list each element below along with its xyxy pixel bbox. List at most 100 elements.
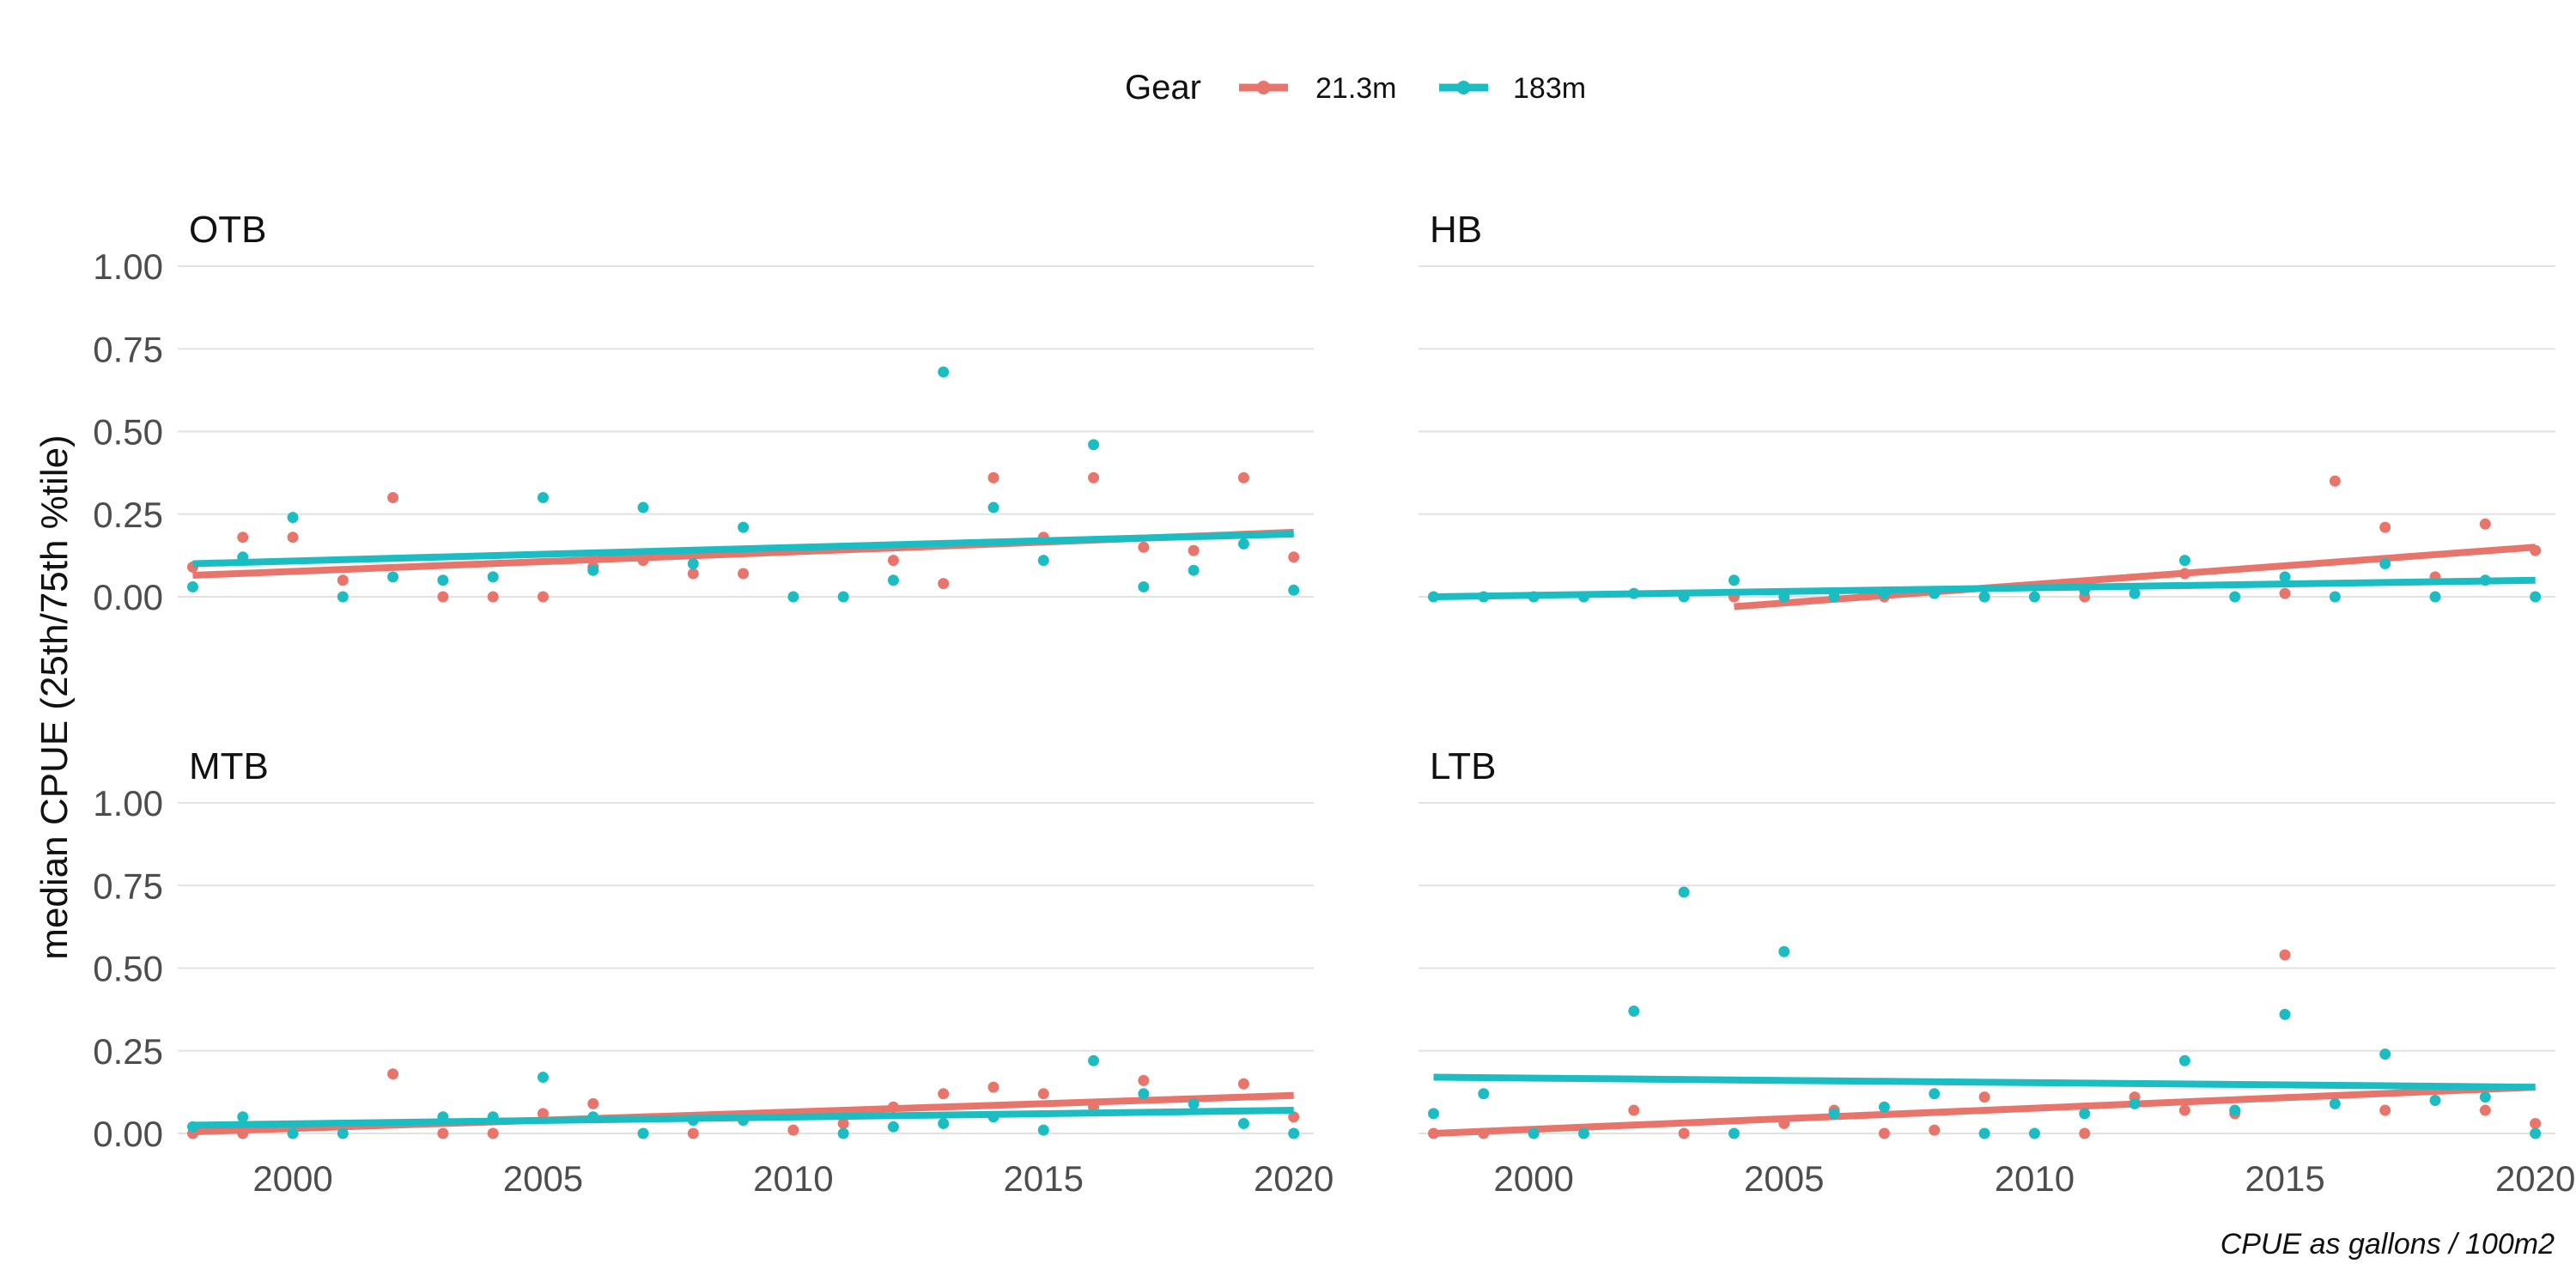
- data-point-183m: [1678, 886, 1690, 898]
- data-point-183m: [1728, 1127, 1740, 1139]
- data-point-21-3m: [887, 555, 899, 567]
- facet-title-ltb: LTB: [1430, 745, 1496, 787]
- data-point-21-3m: [1288, 1111, 1300, 1123]
- data-point-183m: [2129, 587, 2141, 599]
- x-tick-label: 2020: [2495, 1158, 2575, 1199]
- data-point-183m: [186, 580, 198, 592]
- data-point-21-3m: [287, 532, 299, 544]
- data-point-21-3m: [1929, 1124, 1941, 1136]
- trend-line-21-3m: [1734, 544, 2536, 611]
- data-point-183m: [1929, 1088, 1941, 1100]
- data-point-183m: [1088, 439, 1100, 451]
- legend: Gear 21.3m 183m: [1125, 69, 1586, 106]
- data-point-183m: [1088, 1054, 1100, 1066]
- data-point-21-3m: [2379, 1104, 2391, 1116]
- data-point-21-3m: [987, 1081, 999, 1093]
- data-point-21-3m: [1628, 1104, 1640, 1116]
- data-point-183m: [738, 521, 750, 533]
- x-tick-label: 2010: [753, 1158, 833, 1199]
- data-point-183m: [837, 591, 849, 603]
- data-point-183m: [487, 571, 499, 583]
- data-point-183m: [1138, 580, 1150, 592]
- data-point-183m: [2329, 591, 2341, 603]
- data-point-21-3m: [2530, 1117, 2542, 1129]
- data-point-21-3m: [837, 1117, 849, 1129]
- data-point-21-3m: [1237, 471, 1249, 483]
- data-point-21-3m: [2079, 1127, 2091, 1139]
- data-point-183m: [2178, 555, 2190, 567]
- caption: CPUE as gallons / 100m2: [2221, 1228, 2555, 1261]
- data-point-183m: [2530, 591, 2542, 603]
- legend-title: Gear: [1125, 69, 1201, 106]
- data-point-21-3m: [1037, 1088, 1049, 1100]
- data-point-183m: [687, 558, 699, 569]
- data-point-183m: [287, 1127, 299, 1139]
- data-point-21-3m: [587, 1097, 599, 1109]
- y-tick-label: 0.75: [93, 329, 163, 369]
- data-point-183m: [2129, 1097, 2141, 1109]
- data-point-183m: [1037, 1124, 1049, 1136]
- data-point-21-3m: [537, 1108, 549, 1120]
- data-point-21-3m: [437, 591, 449, 603]
- y-axis-label: median CPUE (25th/75th %tile): [33, 434, 76, 959]
- data-point-183m: [887, 574, 899, 586]
- trend-line-183m: [1433, 576, 2536, 600]
- data-point-183m: [2229, 591, 2241, 603]
- data-point-21-3m: [687, 568, 699, 580]
- data-point-183m: [2028, 591, 2040, 603]
- x-tick-label: 2015: [1004, 1158, 1084, 1199]
- x-tick-label: 2000: [1493, 1158, 1573, 1199]
- data-point-21-3m: [938, 1088, 950, 1100]
- data-point-21-3m: [487, 1127, 499, 1139]
- data-point-183m: [237, 1111, 249, 1123]
- data-point-183m: [787, 591, 799, 603]
- data-point-183m: [1188, 564, 1200, 576]
- x-tick-label: 2010: [1995, 1158, 2075, 1199]
- data-point-183m: [1978, 591, 1990, 603]
- y-tick-label: 0.75: [93, 866, 163, 906]
- data-point-21-3m: [1188, 544, 1200, 556]
- data-point-21-3m: [1138, 1074, 1150, 1086]
- data-point-21-3m: [2178, 1104, 2190, 1116]
- x-tick-label: 2020: [1254, 1158, 1334, 1199]
- data-point-21-3m: [787, 1124, 799, 1136]
- data-point-21-3m: [437, 1127, 449, 1139]
- data-point-21-3m: [987, 471, 999, 483]
- data-point-183m: [437, 574, 449, 586]
- data-point-21-3m: [237, 532, 249, 544]
- data-point-21-3m: [938, 578, 950, 590]
- y-tick-label: 0.00: [93, 577, 163, 617]
- facet-title-mtb: MTB: [189, 745, 269, 787]
- data-point-183m: [1288, 584, 1300, 596]
- x-tick-label: 2005: [1744, 1158, 1824, 1199]
- data-point-183m: [587, 564, 599, 576]
- x-tick-label: 2015: [2245, 1158, 2324, 1199]
- facet-ltb: LTB 2000 2005 2010 2015 2020: [1419, 745, 2575, 1199]
- data-point-21-3m: [2479, 518, 2491, 530]
- data-point-21-3m: [2279, 587, 2291, 599]
- y-tick-label: 0.50: [93, 949, 163, 989]
- y-tick-label: 1.00: [93, 783, 163, 823]
- data-point-183m: [387, 571, 399, 583]
- data-point-183m: [2479, 1091, 2491, 1103]
- facet-title-otb: OTB: [189, 209, 266, 251]
- data-point-183m: [1478, 1088, 1490, 1100]
- data-point-21-3m: [387, 492, 399, 503]
- data-point-183m: [2530, 1127, 2542, 1139]
- trend-line-183m: [192, 530, 1294, 568]
- data-point-183m: [537, 1072, 549, 1084]
- data-point-21-3m: [1978, 1091, 1990, 1103]
- data-point-21-3m: [1088, 471, 1100, 483]
- data-point-183m: [2329, 1097, 2341, 1109]
- data-point-183m: [1237, 538, 1249, 550]
- trend-line-183m: [1433, 1073, 2536, 1091]
- facet-hb: HB: [1419, 209, 2555, 611]
- facet-title-hb: HB: [1430, 209, 1482, 251]
- x-tick-label: 2000: [252, 1158, 332, 1199]
- y-tick-label: 0.25: [93, 1031, 163, 1072]
- data-point-21-3m: [337, 574, 349, 586]
- data-point-21-3m: [2279, 949, 2291, 961]
- facet-otb: OTB 0.00 0.25 0.50 0.75 1.00: [93, 209, 1314, 617]
- legend-label-183m: 183m: [1513, 72, 1586, 105]
